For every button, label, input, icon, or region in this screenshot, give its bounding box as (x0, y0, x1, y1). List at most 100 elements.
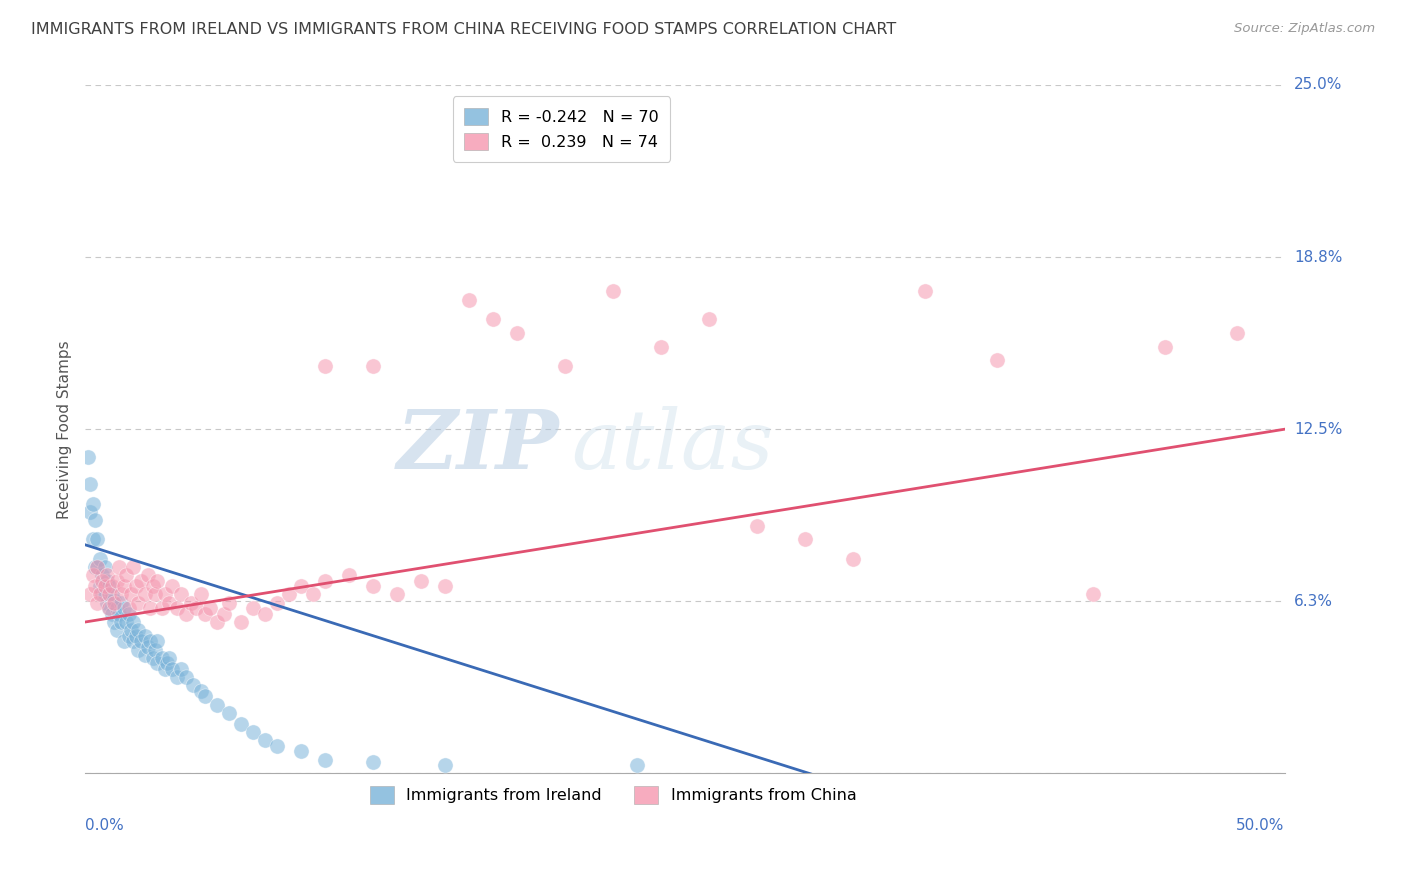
Point (84, 513, 107, 527)
Point (194, 690, 217, 704)
Point (153, 587, 176, 601)
Point (602, 285, 624, 299)
Point (254, 607, 277, 621)
Point (91, 587, 114, 601)
Point (127, 624, 149, 638)
Text: Source: ZipAtlas.com: Source: ZipAtlas.com (1234, 22, 1375, 36)
Point (120, 587, 142, 601)
Text: 12.5%: 12.5% (1295, 422, 1343, 437)
Point (361, 359, 384, 373)
Point (127, 596, 149, 610)
Point (190, 587, 212, 601)
Point (458, 293, 481, 307)
Point (98, 587, 121, 601)
Point (174, 670, 197, 684)
Point (122, 634, 145, 648)
Point (184, 601, 207, 615)
Point (96, 596, 118, 610)
Point (98, 579, 121, 593)
Point (141, 579, 163, 593)
Point (434, 758, 457, 772)
Point (290, 744, 312, 758)
Point (146, 574, 169, 588)
Point (129, 574, 152, 588)
Point (110, 587, 132, 601)
Text: ZIP: ZIP (396, 407, 560, 486)
Point (411, 574, 433, 588)
Point (231, 615, 253, 629)
Point (115, 568, 138, 582)
Point (103, 615, 125, 629)
Point (98, 601, 121, 615)
Point (842, 551, 865, 566)
Point (231, 717, 253, 731)
Point (156, 657, 179, 671)
Point (482, 312, 505, 326)
Legend: Immigrants from Ireland, Immigrants from China: Immigrants from Ireland, Immigrants from… (363, 780, 863, 810)
Point (181, 678, 204, 692)
Point (86, 560, 108, 574)
Point (100, 607, 122, 621)
Point (139, 634, 162, 648)
Point (127, 642, 149, 657)
Y-axis label: Receiving Food Stamps: Receiving Food Stamps (58, 340, 72, 518)
Point (361, 756, 384, 770)
Point (314, 359, 336, 373)
Point (89, 579, 111, 593)
Point (170, 587, 193, 601)
Point (82, 497, 104, 511)
Point (112, 579, 135, 593)
Point (84, 579, 107, 593)
Point (82, 568, 104, 582)
Point (160, 579, 183, 593)
Point (143, 587, 166, 601)
Point (79, 477, 101, 491)
Point (110, 615, 132, 629)
Point (745, 518, 768, 533)
Point (146, 657, 169, 671)
Point (160, 662, 183, 676)
Point (93, 579, 115, 593)
Point (96, 574, 118, 588)
Point (218, 706, 240, 720)
Point (554, 359, 576, 373)
Point (76, 450, 98, 464)
Point (337, 568, 360, 582)
Point (157, 596, 180, 610)
Point (91, 568, 114, 582)
Point (117, 629, 139, 643)
Point (506, 326, 529, 340)
Point (103, 593, 125, 607)
Point (207, 698, 229, 712)
Point (146, 634, 169, 648)
Point (986, 353, 1008, 368)
Point (242, 725, 264, 739)
Point (141, 650, 163, 665)
Point (626, 758, 648, 772)
Point (136, 640, 159, 654)
Text: IMMIGRANTS FROM IRELAND VS IMMIGRANTS FROM CHINA RECEIVING FOOD STAMPS CORRELATI: IMMIGRANTS FROM IRELAND VS IMMIGRANTS FR… (31, 22, 896, 37)
Point (207, 615, 229, 629)
Point (115, 615, 138, 629)
Point (91, 574, 114, 588)
Point (254, 733, 277, 747)
Point (79, 505, 101, 519)
Point (914, 285, 936, 299)
Point (170, 662, 193, 676)
Point (266, 596, 288, 610)
Point (108, 607, 131, 621)
Point (361, 579, 384, 593)
Point (1153, 340, 1175, 354)
Point (314, 753, 336, 767)
Point (112, 634, 135, 648)
Point (82, 533, 104, 547)
Point (150, 650, 173, 665)
Point (122, 615, 145, 629)
Point (278, 587, 301, 601)
Point (1226, 326, 1249, 340)
Point (100, 579, 122, 593)
Text: 6.3%: 6.3% (1295, 594, 1333, 609)
Text: atlas: atlas (571, 407, 773, 486)
Point (89, 587, 111, 601)
Point (105, 574, 128, 588)
